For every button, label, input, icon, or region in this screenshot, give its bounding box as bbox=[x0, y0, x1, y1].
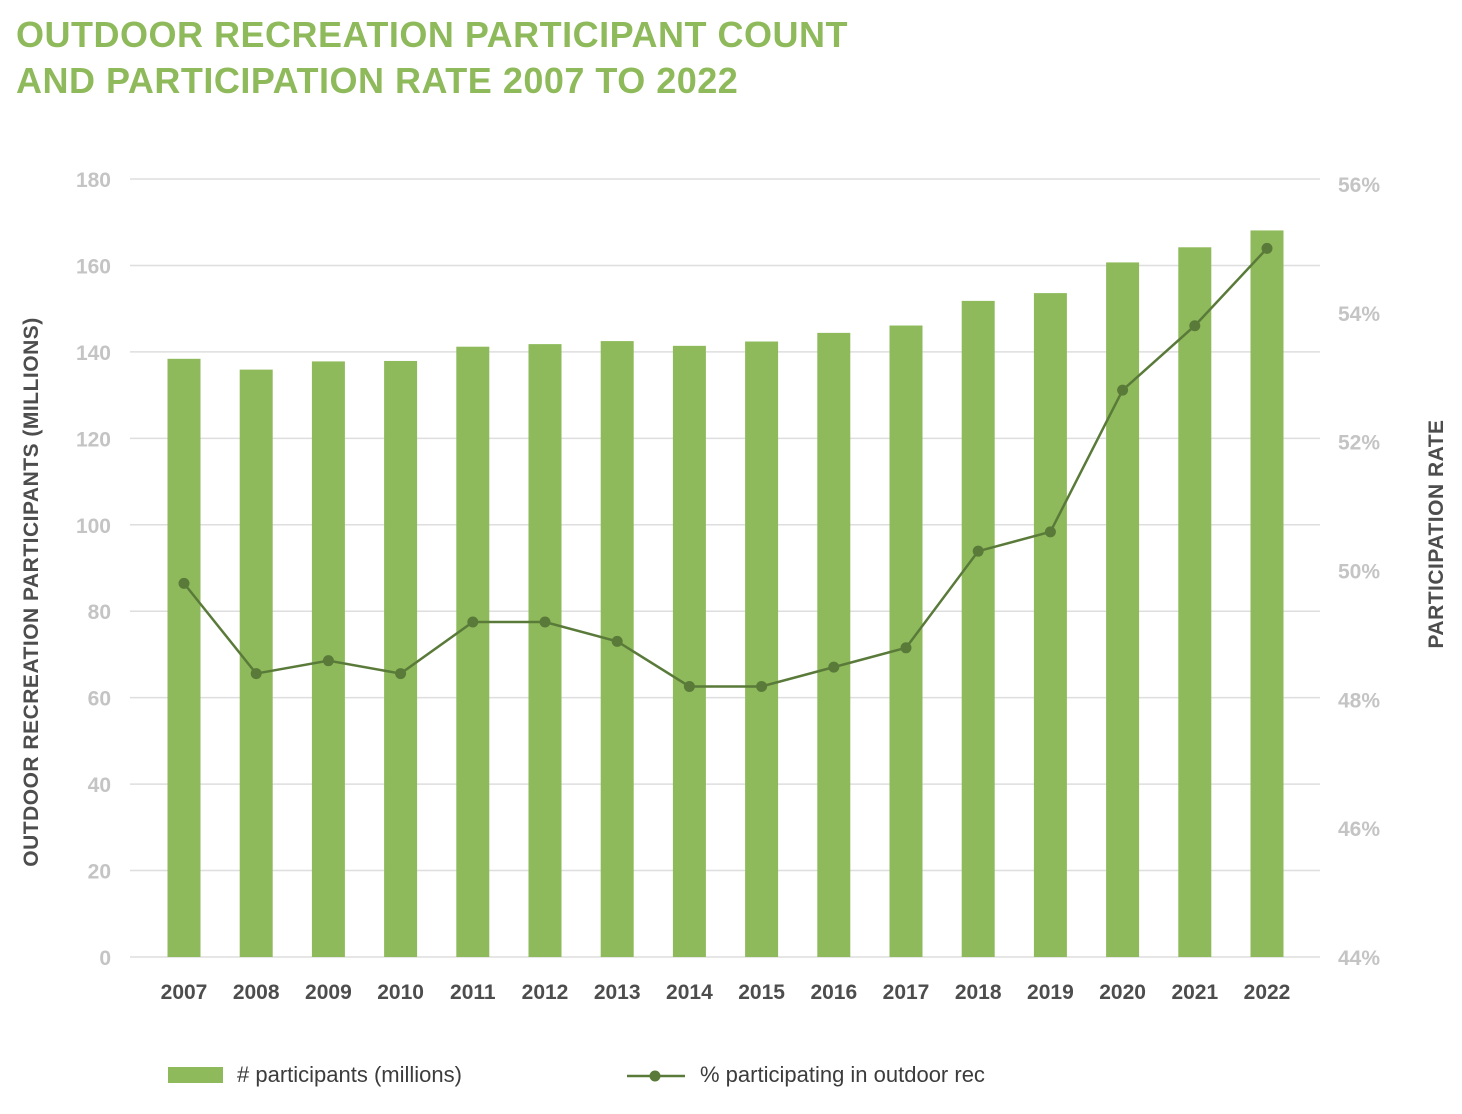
y2-tick-label: 52% bbox=[1338, 432, 1380, 455]
x-tick-label: 2010 bbox=[377, 981, 424, 1004]
bar bbox=[384, 360, 418, 957]
chart-title: OUTDOOR RECREATION PARTICIPANT COUNT AND… bbox=[16, 12, 848, 104]
x-axis-ticks: 2007 2008 2009 2010 2011 2012 2013 2014 2015 2016… bbox=[161, 981, 1291, 1004]
rate-point bbox=[322, 655, 334, 667]
bar bbox=[745, 341, 779, 957]
left-axis-title: OUTDOOR RECREATION PARTICIPANTS (MILLION… bbox=[20, 317, 43, 866]
rate-point bbox=[611, 635, 623, 647]
line-series bbox=[178, 242, 1273, 692]
x-tick-label: 2017 bbox=[883, 981, 930, 1004]
y-tick-label: 0 bbox=[99, 947, 111, 970]
bar-series bbox=[167, 230, 1284, 958]
x-tick-label: 2021 bbox=[1171, 981, 1218, 1004]
y2-tick-label: 50% bbox=[1338, 561, 1380, 584]
rate-point bbox=[972, 545, 984, 557]
x-tick-label: 2012 bbox=[522, 981, 569, 1004]
y2-tick-label: 54% bbox=[1338, 303, 1380, 326]
x-tick-label: 2014 bbox=[666, 981, 713, 1004]
x-tick-label: 2016 bbox=[810, 981, 857, 1004]
x-tick-label: 2015 bbox=[738, 981, 785, 1004]
right-axis-ticks: 44% 46% 48% 50% 52% 54% 56% bbox=[1338, 174, 1380, 970]
rate-point bbox=[756, 680, 768, 692]
x-tick-label: 2020 bbox=[1099, 981, 1146, 1004]
y-tick-label: 60 bbox=[88, 688, 111, 711]
bar bbox=[239, 369, 273, 957]
x-tick-label: 2011 bbox=[450, 981, 496, 1004]
chart-title-line-1: OUTDOOR RECREATION PARTICIPANT COUNT bbox=[16, 14, 848, 55]
chart-title-line-2: AND PARTICIPATION RATE 2007 TO 2022 bbox=[16, 60, 739, 101]
bar bbox=[1178, 247, 1212, 957]
y-tick-label: 120 bbox=[76, 428, 111, 451]
legend-line-marker bbox=[649, 1070, 661, 1082]
x-tick-label: 2013 bbox=[594, 981, 641, 1004]
y2-tick-label: 56% bbox=[1338, 174, 1380, 197]
right-axis-title: PARTICIPATION RATE bbox=[1425, 419, 1448, 648]
rate-point bbox=[683, 680, 695, 692]
rate-point bbox=[467, 616, 479, 628]
bar bbox=[167, 358, 201, 957]
gridlines bbox=[130, 178, 1320, 958]
y-tick-label: 180 bbox=[76, 169, 111, 192]
x-tick-label: 2009 bbox=[305, 981, 352, 1004]
y-tick-label: 20 bbox=[88, 861, 111, 884]
rate-point bbox=[250, 668, 262, 680]
y2-tick-label: 46% bbox=[1338, 818, 1380, 841]
y2-tick-label: 44% bbox=[1338, 947, 1380, 970]
rate-point bbox=[900, 642, 912, 654]
x-tick-label: 2018 bbox=[955, 981, 1002, 1004]
rate-point bbox=[1189, 320, 1201, 332]
legend-line-label: % participating in outdoor rec bbox=[700, 1062, 985, 1087]
rate-point bbox=[395, 668, 407, 680]
rate-point bbox=[178, 577, 190, 589]
y-tick-label: 40 bbox=[88, 774, 111, 797]
legend: # participants (millions) % participatin… bbox=[168, 1062, 985, 1087]
bar bbox=[1106, 262, 1140, 957]
bar bbox=[817, 332, 851, 958]
y-tick-label: 80 bbox=[88, 601, 111, 624]
x-tick-label: 2008 bbox=[233, 981, 280, 1004]
y-tick-label: 100 bbox=[76, 515, 111, 538]
bar bbox=[1033, 293, 1067, 957]
x-tick-label: 2007 bbox=[161, 981, 208, 1004]
bar bbox=[889, 325, 923, 958]
bar bbox=[528, 344, 562, 957]
rate-line bbox=[183, 247, 1268, 688]
legend-bar-label: # participants (millions) bbox=[237, 1062, 462, 1087]
rate-point bbox=[539, 616, 551, 628]
rate-point bbox=[1044, 526, 1056, 538]
bar bbox=[672, 345, 706, 957]
y2-tick-label: 48% bbox=[1338, 689, 1380, 712]
rate-point bbox=[1117, 384, 1129, 396]
bar bbox=[1250, 230, 1284, 957]
legend-bar-swatch bbox=[168, 1067, 223, 1083]
y-tick-label: 160 bbox=[76, 255, 111, 278]
x-tick-label: 2022 bbox=[1244, 981, 1291, 1004]
left-axis-ticks: 0 20 40 60 80 100 120 140 160 180 bbox=[76, 169, 111, 970]
rate-point bbox=[1261, 242, 1273, 254]
bar bbox=[961, 300, 995, 957]
bar bbox=[456, 346, 490, 957]
rate-point bbox=[828, 661, 840, 673]
x-tick-label: 2019 bbox=[1027, 981, 1074, 1004]
y-tick-label: 140 bbox=[76, 342, 111, 365]
